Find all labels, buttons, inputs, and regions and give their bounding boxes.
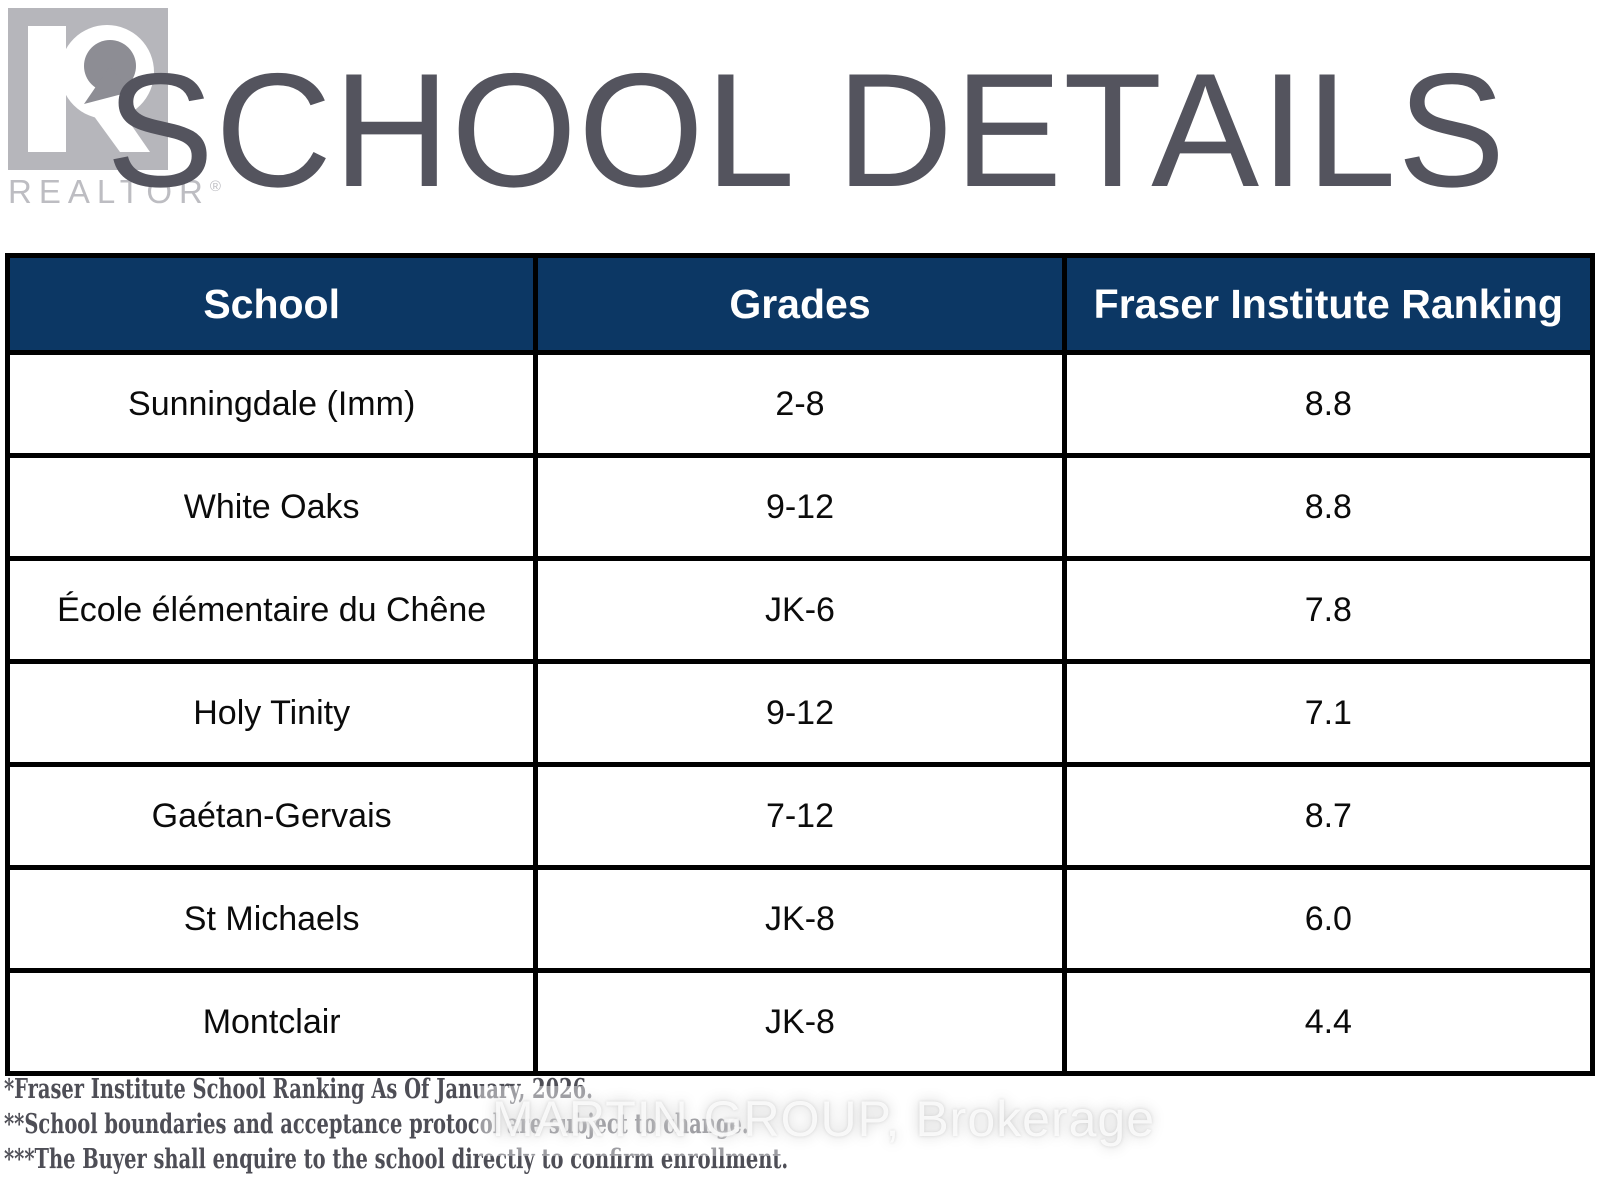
realtor-block-r-icon <box>8 8 168 170</box>
table-header: School Grades Fraser Institute Ranking <box>4 253 1596 355</box>
footnote-buyer-enquire: ***The Buyer shall enquire to the school… <box>4 1144 789 1175</box>
footnote-boundaries: **School boundaries and acceptance proto… <box>4 1109 749 1140</box>
grades-cell: 2-8 <box>533 350 1067 458</box>
header-school: School <box>4 253 539 355</box>
table-row: Gaétan-Gervais 7-12 8.7 <box>4 762 1596 870</box>
page-title: SCHOOL DETAILS <box>106 40 1507 221</box>
school-name-cell: École élémentaire du Chêne <box>4 556 539 664</box>
ranking-cell: 4.4 <box>1061 968 1596 1076</box>
header-fraser-ranking: Fraser Institute Ranking <box>1061 253 1596 355</box>
school-name-cell: Montclair <box>4 968 539 1076</box>
ranking-cell: 8.8 <box>1061 350 1596 458</box>
school-name-cell: Gaétan-Gervais <box>4 762 539 870</box>
ranking-cell: 8.7 <box>1061 762 1596 870</box>
grades-cell: 9-12 <box>533 659 1067 767</box>
table-row: Sunningdale (Imm) 2-8 8.8 <box>4 350 1596 458</box>
grades-cell: 7-12 <box>533 762 1067 870</box>
footnote-fraser-ranking-date: *Fraser Institute School Ranking As Of J… <box>4 1074 593 1105</box>
table-row: White Oaks 9-12 8.8 <box>4 453 1596 561</box>
table-row: Holy Tinity 9-12 7.1 <box>4 659 1596 767</box>
realtor-text: REALTOR <box>8 173 210 210</box>
header-grades: Grades <box>533 253 1067 355</box>
school-details-table: School Grades Fraser Institute Ranking S… <box>4 253 1596 1076</box>
table-row: École élémentaire du Chêne JK-6 7.8 <box>4 556 1596 664</box>
ranking-cell: 6.0 <box>1061 865 1596 973</box>
ranking-cell: 7.8 <box>1061 556 1596 664</box>
footnotes: *Fraser Institute School Ranking As Of J… <box>4 1072 788 1177</box>
table-row: St Michaels JK-8 6.0 <box>4 865 1596 973</box>
grades-cell: JK-6 <box>533 556 1067 664</box>
brokerage-watermark: MARTIN GROUP, Brokerage <box>478 1086 1170 1156</box>
realtor-wordmark: REALTOR® <box>8 173 221 211</box>
school-name-cell: Sunningdale (Imm) <box>4 350 539 458</box>
ranking-cell: 8.8 <box>1061 453 1596 561</box>
grades-cell: 9-12 <box>533 453 1067 561</box>
grades-cell: JK-8 <box>533 968 1067 1076</box>
ranking-cell: 7.1 <box>1061 659 1596 767</box>
school-name-cell: St Michaels <box>4 865 539 973</box>
grades-cell: JK-8 <box>533 865 1067 973</box>
realtor-logo: REALTOR® <box>8 8 221 211</box>
school-name-cell: White Oaks <box>4 453 539 561</box>
header-row: School Grades Fraser Institute Ranking <box>4 253 1596 355</box>
table-row: Montclair JK-8 4.4 <box>4 968 1596 1076</box>
table-body: Sunningdale (Imm) 2-8 8.8 White Oaks 9-12 8.8… <box>4 350 1596 1076</box>
registered-trademark-symbol: ® <box>209 178 221 195</box>
school-name-cell: Holy Tinity <box>4 659 539 767</box>
